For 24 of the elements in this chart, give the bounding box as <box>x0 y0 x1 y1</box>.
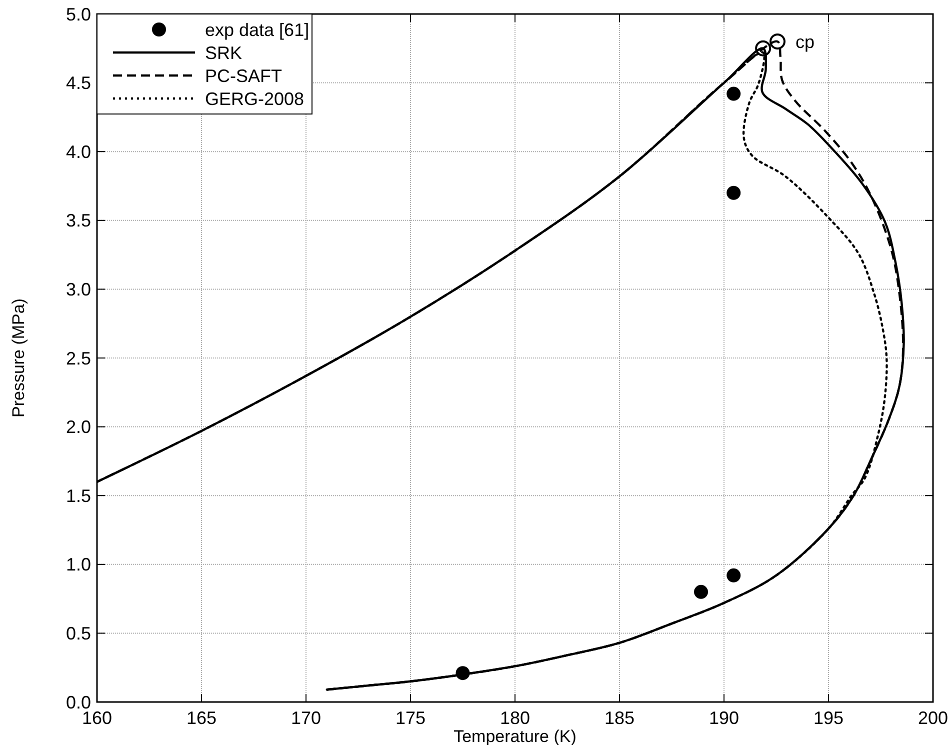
y-tick-label: 5.0 <box>66 4 91 24</box>
legend-label: GERG-2008 <box>205 88 304 109</box>
y-axis-title: Pressure (MPa) <box>9 298 28 418</box>
y-tick-label: 0.5 <box>66 624 91 644</box>
legend-label: exp data [61] <box>205 20 310 40</box>
legend-label: PC-SAFT <box>205 66 282 86</box>
x-tick-label: 165 <box>186 708 217 728</box>
y-tick-label: 2.0 <box>66 417 91 438</box>
x-tick-label: 185 <box>604 708 635 728</box>
x-tick-label: 195 <box>813 708 844 728</box>
x-tick-label: 170 <box>290 708 322 728</box>
y-tick-label: 4.0 <box>66 142 91 162</box>
y-tick-label: 3.0 <box>66 280 91 300</box>
y-tick-label: 2.5 <box>66 348 91 368</box>
y-tick-label: 1.5 <box>66 486 91 506</box>
y-tick-label: 4.5 <box>66 73 91 94</box>
legend-label: SRK <box>205 42 242 63</box>
x-tick-label: 200 <box>918 708 948 728</box>
annotation: cp <box>796 32 815 52</box>
x-tick-label: 190 <box>708 708 740 728</box>
x-tick-label: 175 <box>395 708 426 728</box>
y-tick-label: 1.0 <box>66 554 91 575</box>
x-tick-label: 180 <box>500 708 530 728</box>
y-tick-label: 3.5 <box>66 210 91 231</box>
